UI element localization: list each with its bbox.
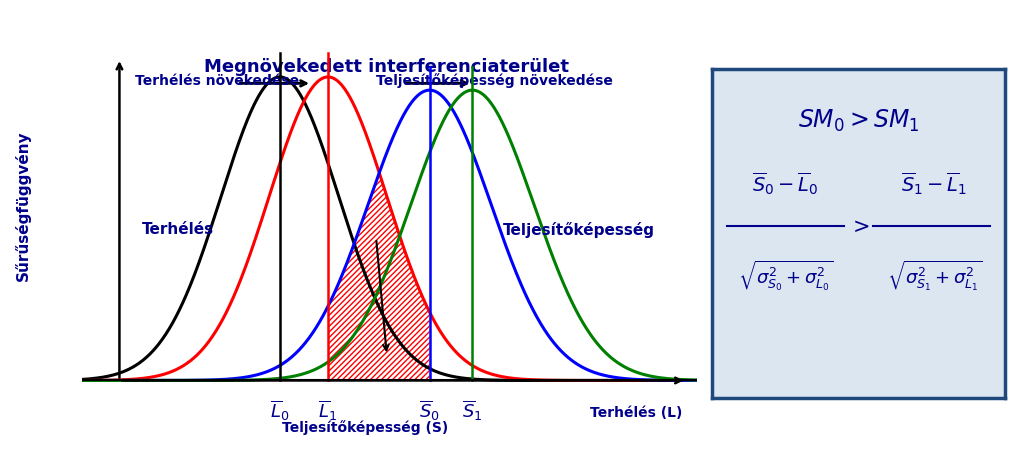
- Text: Teljesítőképesség: Teljesítőképesség: [503, 222, 655, 238]
- Text: $\overline{S}_1$: $\overline{S}_1$: [462, 399, 483, 423]
- Text: Terhélés növekedése: Terhélés növekedése: [135, 74, 299, 88]
- Text: $\sqrt{\sigma_{S_1}^2+\sigma_{L_1}^2}$: $\sqrt{\sigma_{S_1}^2+\sigma_{L_1}^2}$: [887, 259, 982, 293]
- Text: $\overline{L}_0$: $\overline{L}_0$: [271, 399, 290, 423]
- Text: $>$: $>$: [848, 217, 869, 236]
- Text: $\overline{S}_0$: $\overline{S}_0$: [419, 399, 440, 423]
- Text: Sűrűségfüggvény: Sűrűségfüggvény: [14, 130, 31, 281]
- Text: $\overline{S}_0 - \overline{L}_0$: $\overline{S}_0 - \overline{L}_0$: [752, 170, 819, 197]
- Text: $\overline{L}_1$: $\overline{L}_1$: [319, 399, 337, 423]
- Text: Terhélés: Terhélés: [142, 222, 214, 237]
- Text: $SM_0 > SM_1$: $SM_0 > SM_1$: [797, 108, 919, 134]
- Text: $\sqrt{\sigma_{S_0}^2+\sigma_{L_0}^2}$: $\sqrt{\sigma_{S_0}^2+\sigma_{L_0}^2}$: [738, 259, 833, 293]
- Text: $\overline{S}_1 - \overline{L}_1$: $\overline{S}_1 - \overline{L}_1$: [901, 170, 968, 197]
- Text: Megnövekedett interferenciaterület: Megnövekedett interferenciaterület: [204, 58, 569, 76]
- Text: Teljesítőképesség növekedése: Teljesítőképesség növekedése: [376, 74, 613, 88]
- Text: Teljesítőképesség (S): Teljesítőképesség (S): [282, 420, 449, 436]
- Text: Terhélés (L): Terhélés (L): [590, 405, 683, 420]
